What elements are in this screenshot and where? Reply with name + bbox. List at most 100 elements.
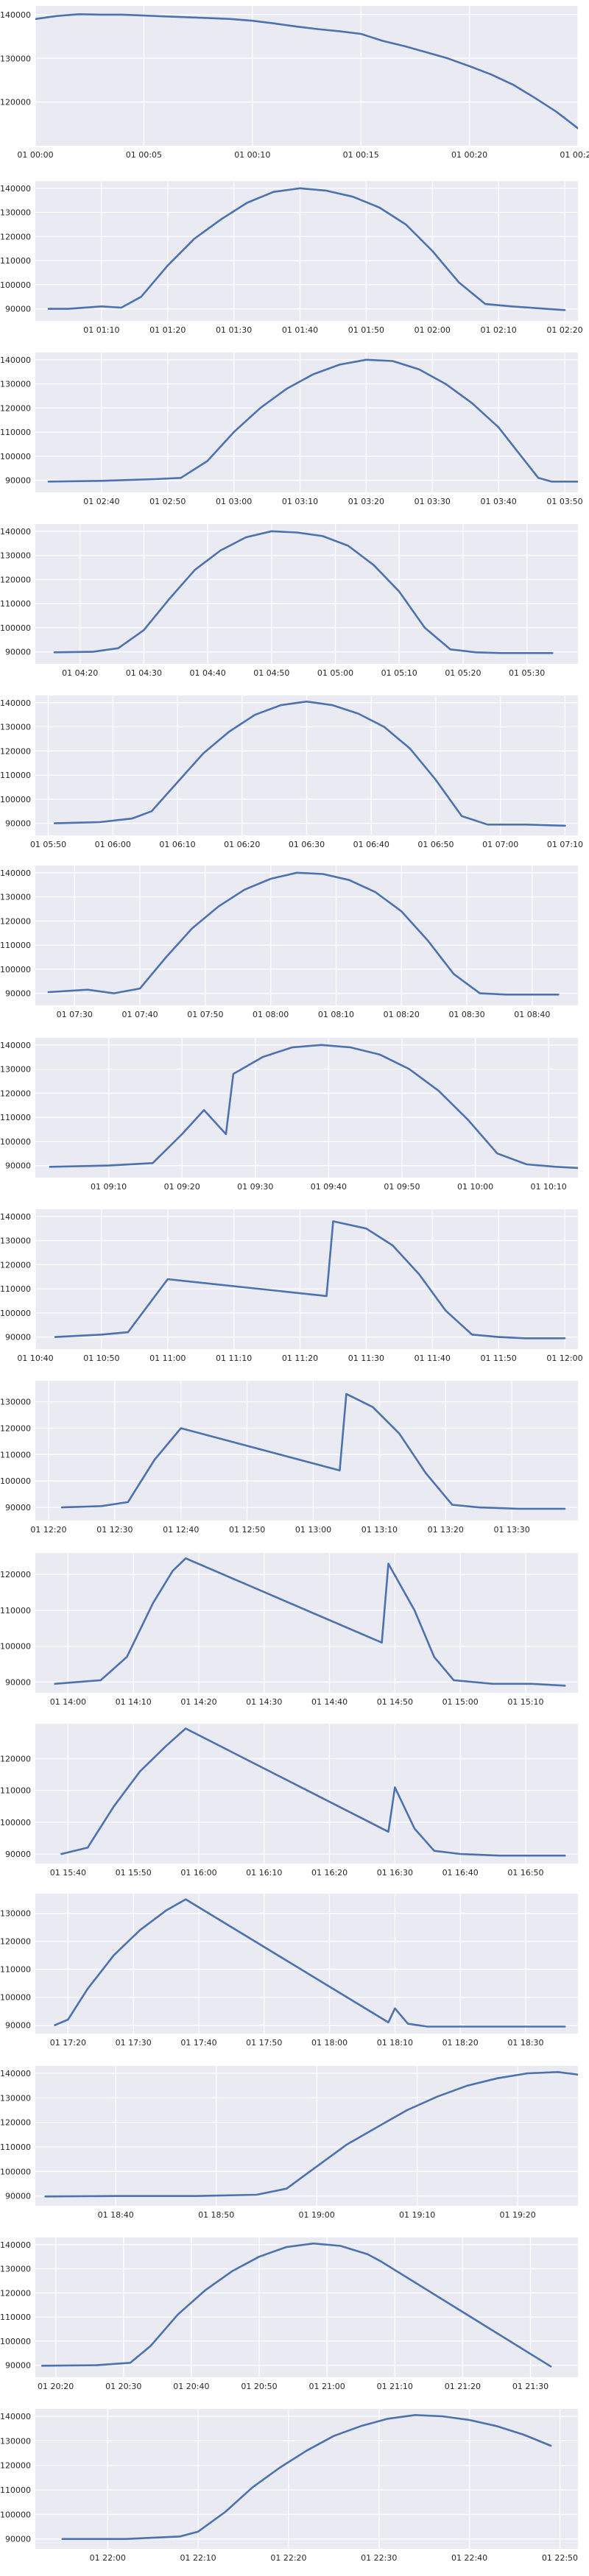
x-tick-label: 01 12:00 — [546, 1354, 582, 1363]
y-tick-label: 90000 — [5, 648, 31, 657]
x-tick-label: 01 06:10 — [159, 840, 195, 849]
x-tick-label: 01 12:30 — [96, 1525, 133, 1535]
y-tick-label: 100000 — [0, 1818, 31, 1827]
y-tick-label: 130000 — [0, 1398, 31, 1407]
y-tick-label: 120000 — [0, 1570, 31, 1579]
x-tick-label: 01 08:40 — [514, 1010, 550, 1019]
x-tick-label: 01 13:20 — [428, 1525, 464, 1535]
x-tick-label: 01 14:10 — [116, 1697, 152, 1707]
series-line-1 — [61, 2414, 552, 2540]
x-tick-label: 01 01:40 — [282, 325, 318, 335]
x-tick-label: 01 09:40 — [311, 1182, 347, 1192]
chart-panel-11: 90000 100000 110000 120000 01 15:40 01 15:50 0… — [0, 1724, 578, 1878]
y-tick-label: 100000 — [0, 1476, 31, 1486]
x-tick-label: 01 13:10 — [361, 1525, 398, 1535]
y-tick-label: 90000 — [5, 1677, 31, 1687]
y-tick-label: 140000 — [0, 355, 31, 365]
y-tick-label: 110000 — [0, 2142, 31, 2152]
y-tick-label: 130000 — [0, 1065, 31, 1075]
chart-panel-3: 90000 100000 110000 120000 130000 140000 01 02… — [0, 353, 583, 506]
x-tick-label: 01 17:20 — [50, 2038, 86, 2048]
series-line-1 — [40, 2242, 552, 2368]
x-tick-label: 01 05:10 — [381, 668, 417, 678]
x-tick-label: 01 05:50 — [30, 840, 66, 849]
y-tick-label: 110000 — [0, 2313, 31, 2322]
x-tick-label: 01 02:50 — [149, 497, 186, 506]
x-tick-label: 01 10:40 — [17, 1354, 53, 1363]
y-tick-label: 130000 — [0, 723, 31, 732]
x-tick-label: 01 20:30 — [105, 2382, 141, 2391]
y-tick-label: 140000 — [0, 698, 31, 708]
y-tick-label: 140000 — [0, 868, 31, 878]
y-tick-label: 130000 — [0, 2265, 31, 2274]
x-tick-label: 01 17:40 — [180, 2038, 216, 2048]
y-tick-label: 100000 — [0, 1309, 31, 1318]
x-tick-label: 01 22:40 — [451, 2553, 487, 2563]
y-tick-label: 120000 — [0, 1260, 31, 1270]
x-tick-label: 01 11:00 — [149, 1354, 186, 1363]
y-tick-label: 140000 — [0, 10, 31, 20]
x-tick-label: 01 07:10 — [547, 840, 583, 849]
y-tick-label: 110000 — [0, 1606, 31, 1616]
chart-panel-14: 90000 100000 110000 120000 130000 140000 01 20… — [0, 2237, 578, 2391]
y-tick-label: 100000 — [0, 965, 31, 974]
x-tick-label: 01 20:40 — [173, 2382, 209, 2391]
x-tick-label: 01 07:40 — [121, 1010, 158, 1019]
y-tick-label: 140000 — [0, 184, 31, 194]
x-tick-label: 01 06:20 — [224, 840, 260, 849]
x-tick-label: 01 12:40 — [163, 1525, 199, 1535]
x-tick-label: 01 14:30 — [246, 1697, 282, 1707]
x-tick-label: 01 08:20 — [384, 1010, 420, 1019]
x-tick-label: 01 05:30 — [509, 668, 545, 678]
x-tick-label: 01 19:20 — [500, 2210, 536, 2220]
y-tick-label: 90000 — [5, 476, 31, 486]
y-tick-label: 110000 — [0, 1113, 31, 1122]
series-line-1 — [47, 187, 566, 311]
y-tick-label: 90000 — [5, 2021, 31, 2031]
plot-area — [35, 1894, 578, 2034]
x-tick-label: 01 18:10 — [377, 2038, 413, 2048]
plot-area — [35, 1209, 578, 1349]
plot-area — [35, 6, 578, 146]
y-tick-label: 110000 — [0, 1786, 31, 1796]
x-tick-label: 01 03:10 — [282, 497, 318, 506]
chart-panel-2: 90000 100000 110000 120000 130000 140000 01 01… — [0, 181, 583, 335]
x-tick-label: 01 03:30 — [415, 497, 451, 506]
x-tick-label: 01 09:50 — [384, 1182, 420, 1192]
x-tick-label: 01 15:50 — [116, 1868, 152, 1878]
x-tick-label: 01 22:10 — [180, 2553, 216, 2563]
series-line-1 — [54, 1557, 566, 1687]
x-tick-label: 01 06:00 — [95, 840, 131, 849]
x-tick-label: 01 21:00 — [309, 2382, 345, 2391]
y-tick-label: 130000 — [0, 893, 31, 902]
y-tick-label: 140000 — [0, 2240, 31, 2250]
series-line-1 — [44, 2071, 578, 2198]
x-tick-label: 01 02:20 — [546, 325, 582, 335]
x-tick-label: 01 09:20 — [164, 1182, 200, 1192]
x-tick-label: 01 17:50 — [246, 2038, 282, 2048]
y-tick-label: 130000 — [0, 1236, 31, 1246]
series-line-1 — [35, 13, 578, 130]
x-tick-label: 01 13:30 — [494, 1525, 530, 1535]
series-line-1 — [60, 1393, 566, 1510]
y-tick-label: 110000 — [0, 428, 31, 437]
y-tick-label: 120000 — [0, 1424, 31, 1434]
x-tick-label: 01 15:40 — [50, 1868, 86, 1878]
plot-area — [35, 2066, 578, 2206]
chart-panel-10: 90000 100000 110000 120000 01 14:00 01 14:10 0… — [0, 1553, 578, 1707]
x-tick-label: 01 03:40 — [481, 497, 517, 506]
x-tick-label: 01 03:50 — [546, 497, 582, 506]
y-tick-label: 110000 — [0, 1965, 31, 1975]
plot-area — [35, 181, 578, 321]
x-tick-label: 01 17:30 — [116, 2038, 152, 2048]
x-tick-label: 01 14:50 — [377, 1697, 413, 1707]
x-tick-label: 01 11:30 — [348, 1354, 384, 1363]
y-tick-label: 110000 — [0, 941, 31, 950]
x-tick-label: 01 21:30 — [512, 2382, 549, 2391]
y-tick-label: 90000 — [5, 819, 31, 829]
x-tick-label: 01 18:00 — [311, 2038, 348, 2048]
x-tick-label: 01 15:10 — [507, 1697, 543, 1707]
x-tick-label: 01 18:50 — [198, 2210, 234, 2220]
x-tick-label: 01 08:00 — [253, 1010, 289, 1019]
series-line-1 — [53, 530, 554, 654]
